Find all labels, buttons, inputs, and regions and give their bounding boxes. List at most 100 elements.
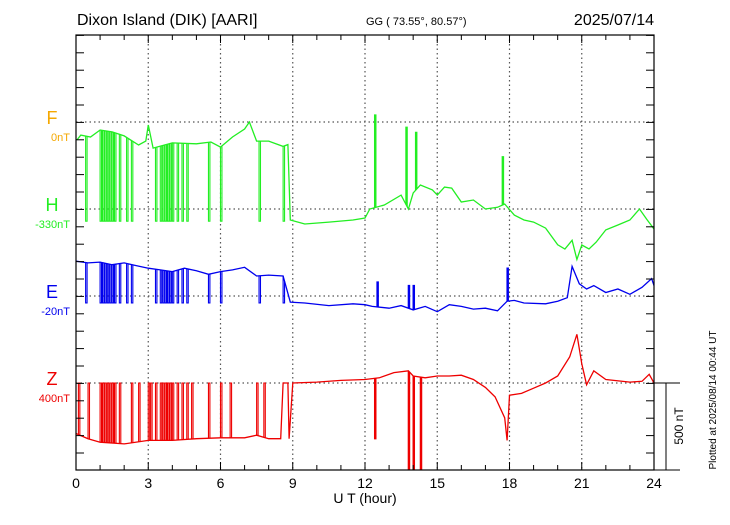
spike-H	[373, 114, 377, 208]
dropout-H	[113, 132, 117, 222]
spike-E	[506, 267, 509, 302]
dropout-Z	[256, 382, 259, 436]
dropout-E	[106, 263, 110, 304]
chart-date: 2025/07/14	[574, 12, 654, 29]
baseline-label-H: -330nT	[35, 219, 70, 231]
dropout-H	[207, 142, 211, 222]
dropout-E	[118, 263, 122, 304]
series-label-E: E	[46, 282, 58, 302]
dropout-Z	[138, 382, 141, 442]
series-label-Z: Z	[47, 369, 58, 389]
dropout-H	[118, 134, 122, 222]
dropout-Z	[181, 382, 184, 440]
dropout-Z	[106, 382, 110, 443]
baseline-label-E: -20nT	[41, 306, 70, 318]
dropout-H	[126, 137, 129, 222]
dropout-E	[181, 268, 184, 304]
dropout-E	[207, 273, 211, 304]
x-tick-label: 24	[646, 475, 662, 491]
dropout-H	[159, 145, 163, 222]
dropout-E	[282, 275, 286, 304]
dropout-E	[154, 269, 158, 304]
spike-H	[501, 156, 505, 206]
dropout-Z	[162, 382, 165, 441]
x-tick-label: 18	[502, 475, 518, 491]
dropout-Z	[111, 382, 115, 444]
x-tick-label: 12	[357, 475, 373, 491]
station-coordinates: GG ( 73.55°, 80.57°)	[366, 16, 467, 28]
x-tick-label: 6	[217, 475, 225, 491]
x-axis-label: U T (hour)	[333, 490, 396, 506]
dropout-Z	[169, 382, 172, 441]
plotted-note: Plotted at 2025/08/14 00:44 UT	[708, 331, 719, 470]
dropout-E	[130, 264, 134, 304]
dropout-Z	[109, 382, 112, 443]
scale-bar-label: 500 nT	[672, 407, 686, 445]
dropout-E	[104, 263, 107, 304]
dropout-Z	[87, 382, 91, 440]
dropout-E	[171, 271, 175, 304]
dropout-H	[130, 140, 134, 222]
dropout-E	[99, 262, 103, 304]
trace-group	[76, 114, 654, 470]
x-tick-label: 9	[289, 475, 297, 491]
dropout-E	[166, 270, 170, 304]
dropout-Z	[113, 382, 117, 444]
dropout-Z	[186, 382, 189, 440]
x-tick-label: 21	[574, 475, 590, 491]
dropout-E	[164, 270, 168, 304]
spike-Z	[419, 377, 423, 470]
dropout-E	[176, 269, 180, 304]
dropout-E	[101, 262, 105, 304]
dropout-H	[166, 143, 170, 222]
spike-Z	[407, 370, 411, 470]
baseline-label-F: 0nT	[51, 132, 70, 144]
dropout-H	[164, 144, 168, 222]
dropout-E	[113, 264, 117, 304]
dropout-Z	[130, 382, 134, 443]
dropout-H	[111, 131, 115, 222]
dropout-E	[169, 271, 172, 304]
dropout-E	[186, 268, 189, 304]
dropout-E	[85, 262, 88, 304]
dropout-E	[126, 263, 129, 304]
dropout-Z	[154, 382, 158, 441]
dropout-Z	[219, 382, 223, 438]
dropout-H	[282, 145, 286, 222]
dropout-Z	[191, 382, 194, 440]
spike-H	[405, 126, 408, 207]
dropout-H	[162, 145, 165, 222]
chart-title: Dixon Island (DIK) [AARI]	[77, 12, 258, 29]
dropout-H	[85, 136, 88, 222]
dropout-E	[109, 264, 112, 304]
spike-E	[407, 284, 411, 309]
dropout-H	[104, 130, 107, 222]
dropout-H	[106, 131, 110, 222]
dropout-H	[219, 145, 223, 222]
spike-H	[414, 131, 418, 191]
dropout-H	[109, 131, 112, 222]
dropout-Z	[164, 382, 168, 441]
dropout-H	[186, 143, 189, 222]
dropout-H	[171, 142, 175, 222]
dropout-Z	[166, 382, 170, 441]
spike-E	[412, 284, 416, 310]
dropout-Z	[263, 382, 266, 438]
trace-E	[76, 260, 654, 313]
x-tick-label: 15	[429, 475, 445, 491]
dropout-E	[162, 270, 165, 304]
x-tick-label: 3	[144, 475, 152, 491]
dropout-H	[154, 147, 158, 222]
dropout-H	[258, 141, 262, 222]
dropout-Z	[101, 382, 105, 443]
dropout-E	[159, 269, 163, 304]
dropout-Z	[159, 382, 163, 441]
dropout-H	[176, 143, 180, 222]
spike-E	[376, 281, 379, 308]
dropout-Z	[118, 382, 122, 444]
series-label-F: F	[47, 108, 58, 128]
dropout-Z	[207, 382, 211, 439]
spike-Z	[373, 378, 377, 440]
dropout-E	[258, 275, 262, 304]
